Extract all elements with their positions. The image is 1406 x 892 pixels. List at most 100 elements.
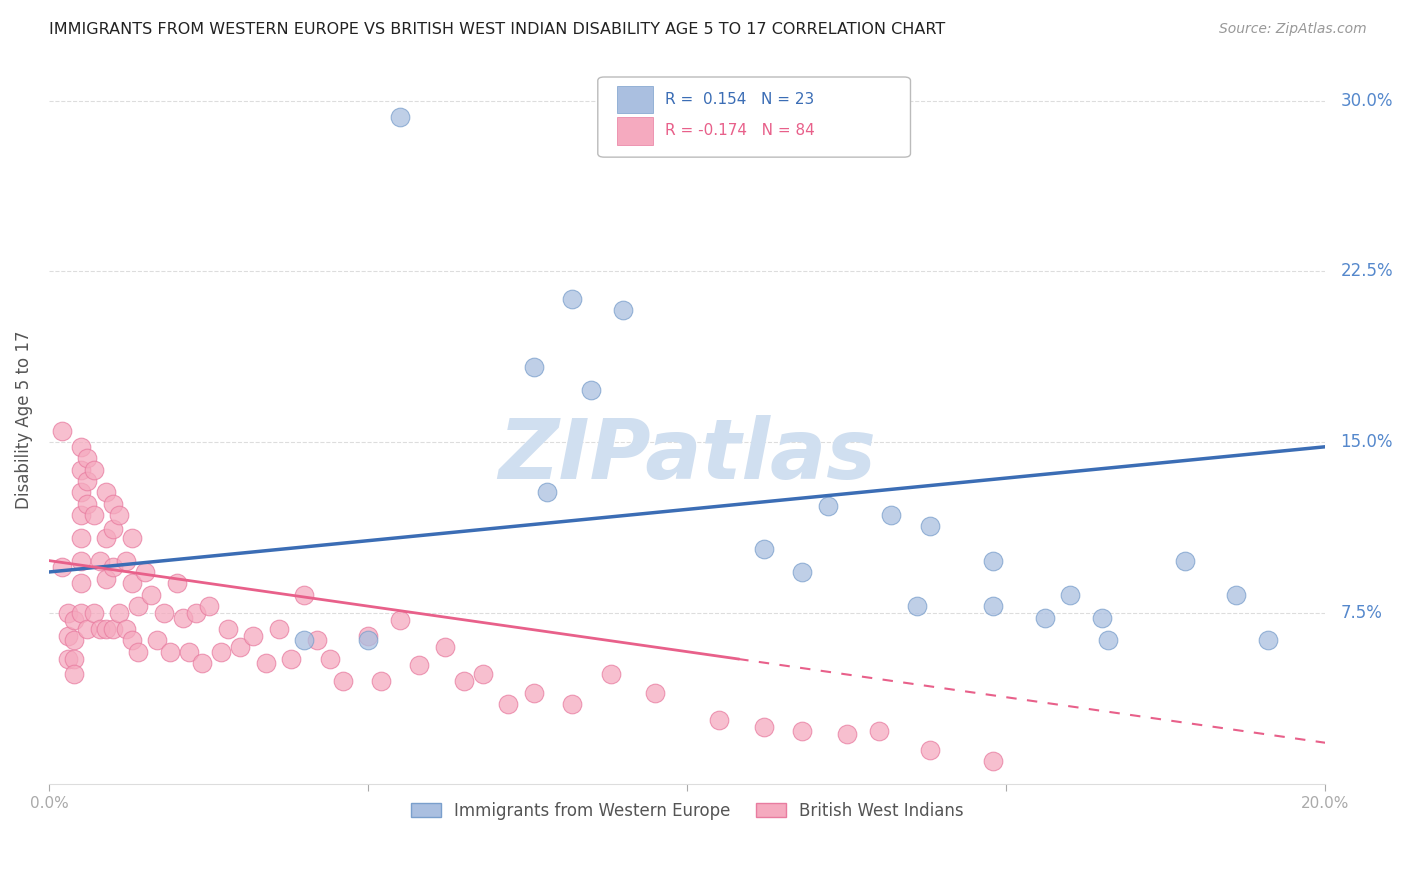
Text: 30.0%: 30.0% [1340, 92, 1393, 110]
Point [319, 651, 342, 665]
Text: 22.5%: 22.5% [1340, 262, 1393, 280]
Point [127, 645, 149, 659]
Text: R = -0.174   N = 84: R = -0.174 N = 84 [665, 123, 815, 138]
Text: Source: ZipAtlas.com: Source: ZipAtlas.com [1219, 22, 1367, 37]
Point [918, 519, 941, 533]
Point [599, 667, 621, 681]
Point [96, 485, 118, 500]
Point [388, 613, 411, 627]
Point [51, 424, 73, 438]
Point [70, 462, 93, 476]
Point [983, 754, 1005, 768]
Point [63, 667, 86, 681]
Point [408, 658, 430, 673]
Point [96, 572, 118, 586]
Point [134, 565, 156, 579]
Point [983, 599, 1005, 614]
Point [1059, 588, 1081, 602]
Point [1091, 610, 1114, 624]
Point [70, 508, 93, 522]
Point [1257, 633, 1279, 648]
Point [1174, 553, 1197, 567]
Point [388, 110, 411, 124]
Point [370, 674, 392, 689]
Point [70, 553, 93, 567]
Point [561, 292, 583, 306]
Point [70, 606, 93, 620]
Point [1225, 588, 1247, 602]
Point [197, 599, 219, 614]
Point [166, 576, 188, 591]
Point [644, 686, 666, 700]
Point [63, 633, 86, 648]
Point [752, 720, 775, 734]
Point [76, 451, 98, 466]
Point [1033, 610, 1056, 624]
Bar [617, 117, 652, 145]
Point [254, 656, 277, 670]
Point [83, 508, 105, 522]
Point [146, 633, 169, 648]
Point [191, 656, 214, 670]
Point [581, 383, 603, 397]
Point [108, 606, 131, 620]
Point [76, 474, 98, 488]
Point [56, 629, 79, 643]
Point [153, 606, 176, 620]
Point [332, 674, 354, 689]
Point [172, 610, 194, 624]
Point [76, 497, 98, 511]
Point [70, 485, 93, 500]
Point [51, 560, 73, 574]
Y-axis label: Disability Age 5 to 17: Disability Age 5 to 17 [15, 330, 32, 508]
Point [433, 640, 456, 654]
Point [70, 576, 93, 591]
Point [89, 553, 111, 567]
Point [70, 440, 93, 454]
Point [101, 560, 124, 574]
Point [523, 360, 546, 375]
Point [905, 599, 928, 614]
Point [561, 697, 583, 711]
Point [868, 724, 890, 739]
Point [63, 651, 86, 665]
Point [209, 645, 232, 659]
Point [114, 622, 136, 636]
Point [108, 508, 131, 522]
Point [96, 531, 118, 545]
Point [305, 633, 328, 648]
Point [880, 508, 903, 522]
Point [983, 553, 1005, 567]
Point [89, 622, 111, 636]
Point [127, 599, 149, 614]
Point [280, 651, 302, 665]
Point [83, 462, 105, 476]
Point [612, 303, 634, 318]
Point [139, 588, 162, 602]
Point [707, 713, 730, 727]
Point [101, 497, 124, 511]
Point [752, 542, 775, 557]
Point [536, 485, 558, 500]
Text: 7.5%: 7.5% [1340, 604, 1382, 622]
Point [101, 622, 124, 636]
Point [229, 640, 252, 654]
Point [790, 724, 813, 739]
Point [70, 531, 93, 545]
FancyBboxPatch shape [598, 77, 911, 157]
Point [523, 686, 546, 700]
Point [56, 651, 79, 665]
Point [76, 622, 98, 636]
Point [292, 588, 315, 602]
Point [56, 606, 79, 620]
Point [184, 606, 207, 620]
Text: R =  0.154   N = 23: R = 0.154 N = 23 [665, 92, 814, 107]
Text: 15.0%: 15.0% [1340, 434, 1393, 451]
Point [817, 499, 839, 513]
Point [242, 629, 264, 643]
Point [790, 565, 813, 579]
Point [121, 633, 143, 648]
Point [83, 606, 105, 620]
Point [498, 697, 520, 711]
Point [918, 742, 941, 756]
